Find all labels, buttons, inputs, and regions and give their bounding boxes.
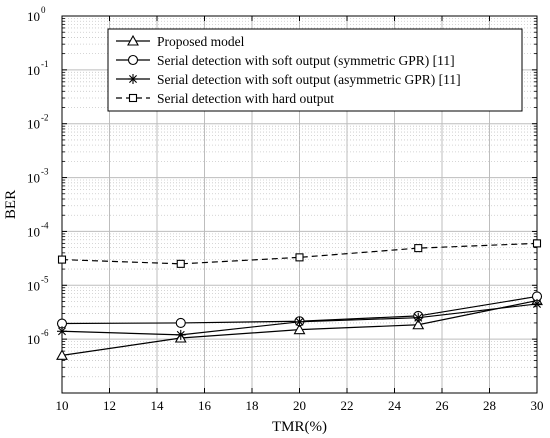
legend: Proposed model Serial detection with soft… — [107, 28, 523, 112]
legend-box — [107, 28, 523, 112]
asterisk-stroke — [414, 313, 423, 322]
x-tick-label: 28 — [483, 398, 496, 413]
y-tick-label: 10 — [27, 117, 40, 132]
square-marker — [532, 239, 542, 248]
x-tick-label: 18 — [246, 398, 259, 413]
legend-label: Serial detection with hard output — [157, 91, 334, 106]
circle-marker — [175, 317, 186, 328]
square-marker — [295, 253, 304, 262]
y-tick-label: 10 — [27, 332, 40, 347]
triangle-marker — [56, 349, 68, 360]
x-axis-title: TMR(%) — [272, 419, 327, 435]
legend-entry-2: Serial detection with soft output (symme… — [116, 53, 455, 68]
y-tick-exponent: -2 — [41, 113, 49, 123]
triangle-marker — [293, 323, 306, 335]
y-tick-exponent: 0 — [41, 5, 46, 15]
y-tick-exponent: -5 — [41, 274, 49, 284]
legend-entry-4: Serial detection with hard output — [116, 91, 334, 106]
series-1 — [56, 294, 543, 360]
series-group — [56, 239, 543, 360]
asterisk-marker — [128, 74, 138, 84]
triangle-marker — [412, 318, 425, 330]
square-marker — [128, 93, 138, 103]
series-3 — [57, 298, 542, 340]
x-tick-label: 16 — [198, 398, 212, 413]
asterisk-marker — [294, 316, 305, 327]
legend-label: Serial detection with soft output (symme… — [157, 53, 455, 68]
asterisk-stroke — [129, 75, 137, 83]
x-tick-label: 22 — [341, 398, 354, 413]
y-tick-exponent: -1 — [41, 59, 49, 69]
axis-ticks: 10 12 14 16 18 20 22 24 26 28 3010-610-510-410-310… — [27, 5, 544, 413]
y-tick-label: 10 — [27, 9, 40, 24]
legend-entry-3: Serial detection with soft output (asymm… — [116, 72, 461, 87]
x-tick-label: 10 — [56, 398, 69, 413]
legend-entry-1: Proposed model — [116, 34, 245, 49]
series-4 — [57, 239, 542, 268]
square-marker — [57, 255, 67, 264]
asterisk-stroke — [533, 299, 541, 308]
x-tick-label: 20 — [293, 398, 306, 413]
legend-label: Proposed model — [157, 34, 245, 49]
x-tick-label: 30 — [531, 398, 544, 413]
asterisk-marker — [413, 312, 424, 323]
asterisk-marker — [175, 329, 186, 340]
square-marker — [414, 244, 423, 253]
y-tick-label: 10 — [27, 224, 40, 239]
y-tick-exponent: -4 — [41, 220, 49, 230]
y-tick-exponent: -3 — [41, 167, 49, 177]
y-tick-label: 10 — [27, 63, 40, 78]
asterisk-stroke — [295, 317, 304, 326]
y-tick-label: 10 — [27, 278, 40, 293]
y-axis-title: BER — [3, 190, 19, 219]
x-tick-label: 14 — [151, 398, 165, 413]
x-tick-label: 26 — [436, 398, 450, 413]
asterisk-marker — [532, 298, 542, 309]
legend-label: Serial detection with soft output (asymm… — [157, 72, 461, 87]
y-tick-exponent: -6 — [41, 328, 49, 338]
asterisk-stroke — [58, 327, 66, 336]
y-tick-label: 10 — [27, 171, 40, 186]
asterisk-stroke — [176, 330, 185, 339]
asterisk-marker — [57, 326, 67, 337]
x-tick-label: 24 — [388, 398, 402, 413]
circle-marker — [127, 54, 139, 66]
triangle-marker — [127, 34, 139, 46]
square-marker — [176, 259, 185, 268]
x-tick-label: 12 — [103, 398, 116, 413]
